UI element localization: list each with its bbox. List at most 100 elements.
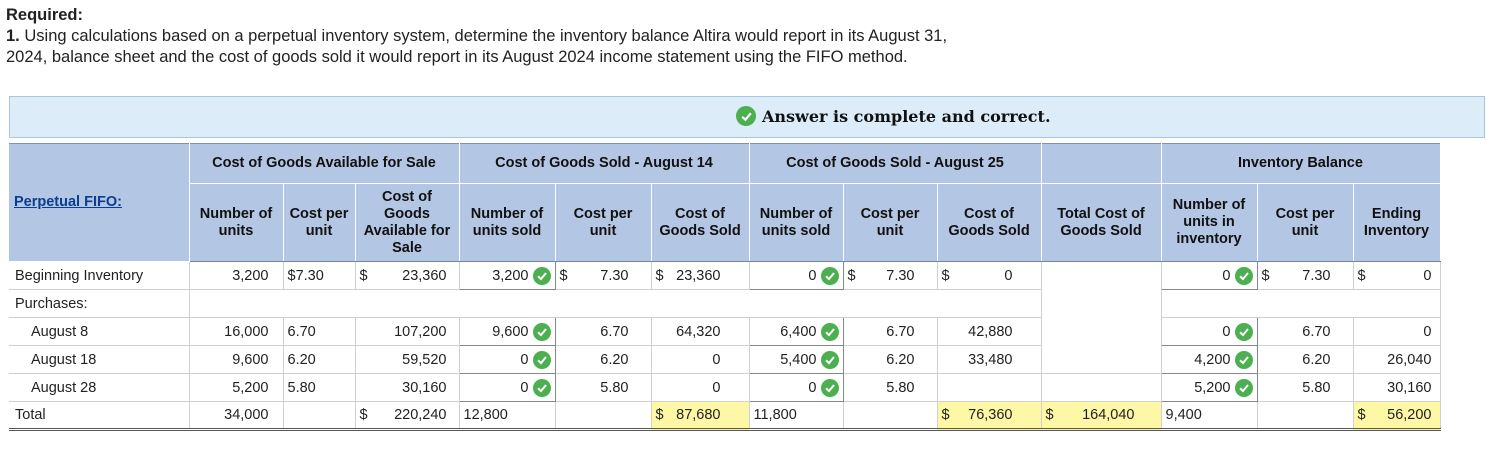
check-icon	[532, 322, 551, 341]
check-icon	[532, 350, 551, 369]
cell-ending: 0	[1423, 267, 1432, 284]
row-label: August 18	[9, 345, 190, 374]
group-balance: Inventory Balance	[1238, 155, 1363, 171]
cell-cost-inv: 7.30	[1302, 267, 1331, 284]
check-icon	[532, 378, 551, 397]
cell-units: 34,000	[189, 401, 284, 431]
cell-avail: 107,200	[355, 317, 460, 346]
cell-cost: 6.70	[283, 317, 356, 346]
row-label: August 8	[9, 317, 190, 346]
cell-cogs-14: 0	[651, 373, 750, 402]
question-text: Required: 1. Using calculations based on…	[6, 5, 1476, 68]
cell-cost-25: 6.70	[843, 317, 938, 346]
hdr-cogas: Cost of Goods Available for Sale	[363, 188, 451, 256]
row-label: Purchases:	[9, 289, 190, 318]
hdr-cogs-14: Cost of Goods Sold	[659, 205, 741, 239]
cell-cogs-14: 64,320	[651, 317, 750, 346]
hdr-num-sold-25: Number of units sold	[759, 205, 833, 239]
group-aug25: Cost of Goods Sold - August 25	[786, 155, 1004, 171]
table-row: Beginning Inventory 3,200 $7.30 $23,360 …	[9, 261, 1441, 374]
hdr-cost-per-unit: Cost per unit	[289, 205, 349, 239]
dollar-sign: $	[559, 267, 568, 284]
cell-inv-units: 9,400	[1161, 401, 1258, 431]
answer-input-value[interactable]: 5,400	[780, 351, 817, 368]
hdr-total-cogs: Total Cost of Goods Sold	[1057, 205, 1145, 239]
check-icon	[532, 266, 551, 285]
perpetual-fifo-label: Perpetual FIFO:	[14, 194, 122, 210]
table-row: August 28 5,200 5.80 30,160 0 5.80 0 0 5…	[9, 373, 1441, 402]
cell-cogs-25: 0	[1004, 267, 1013, 284]
answer-input-value[interactable]: 0	[1222, 323, 1231, 340]
table-row-total: Total 34,000 $220,240 12,800 $87,680 11,…	[9, 401, 1441, 431]
cell-sold-25: 11,800	[749, 401, 844, 431]
fifo-table: Perpetual FIFO: Cost of Goods Available …	[9, 143, 1441, 431]
cell-cost-14: 5.80	[555, 373, 652, 402]
cell-units: 9,600	[189, 345, 284, 374]
answer-input-value[interactable]: 4,200	[1194, 351, 1231, 368]
cell-ending: 26,040	[1353, 345, 1441, 374]
cell-cost-inv: 5.80	[1257, 373, 1354, 402]
answer-input-value[interactable]: 0	[1222, 267, 1231, 284]
cell-avail: 30,160	[355, 373, 460, 402]
cell-ending: 30,160	[1353, 373, 1441, 402]
banner-text: Answer is complete and correct.	[762, 106, 1051, 126]
check-circle-icon	[736, 106, 756, 126]
answer-banner: Answer is complete and correct.	[9, 96, 1485, 138]
dollar-sign: $	[655, 407, 664, 423]
check-icon	[820, 378, 839, 397]
hdr-num-units: Number of units	[199, 205, 273, 239]
group-aug14: Cost of Goods Sold - August 14	[495, 155, 713, 171]
cell-cogs-25	[937, 373, 1042, 402]
dollar-sign: $	[359, 267, 368, 284]
cell-avail: 59,520	[355, 345, 460, 374]
cell-cogs-14: 0	[651, 345, 750, 374]
question-line-1-text: Using calculations based on a perpetual …	[24, 27, 948, 45]
dollar-sign: $	[1045, 407, 1054, 423]
cell-cost-25: 6.20	[843, 345, 938, 374]
cell-total-cogs: 164,040	[1082, 407, 1135, 423]
answer-input-value[interactable]: 3,200	[492, 267, 529, 284]
cell-cogs-14: 23,360	[676, 267, 721, 284]
cell-total-ending: 56,200	[1387, 407, 1432, 423]
answer-input-value[interactable]: 0	[520, 351, 529, 368]
dollar-sign: $	[941, 407, 950, 423]
check-icon	[1234, 350, 1253, 369]
cell-cogs-25: 42,880	[937, 317, 1042, 346]
dollar-sign: $	[1261, 267, 1270, 284]
check-icon	[1234, 378, 1253, 397]
cell-cost-14: 6.20	[555, 345, 652, 374]
hdr-cost-unit-inv: Cost per unit	[1275, 205, 1335, 239]
hdr-num-inventory: Number of units in inventory	[1172, 197, 1246, 247]
answer-input-value[interactable]: 5,200	[1194, 379, 1231, 396]
group-available: Cost of Goods Available for Sale	[212, 155, 436, 171]
row-label: Beginning Inventory	[9, 261, 190, 290]
cell-sold-14: 12,800	[459, 401, 556, 431]
cell-ending: 0	[1353, 317, 1441, 346]
answer-input-value[interactable]: 0	[808, 267, 817, 284]
hdr-num-sold-14: Number of units sold	[470, 205, 544, 239]
row-label: August 28	[9, 373, 190, 402]
answer-input-value[interactable]: 0	[520, 379, 529, 396]
check-icon	[820, 350, 839, 369]
cell-units: 16,000	[189, 317, 284, 346]
dollar-sign: $	[1357, 407, 1366, 423]
cell-total-cogs-14: 87,680	[676, 407, 721, 423]
dollar-sign: $	[359, 407, 368, 423]
cell-total-cogs-25: 76,360	[968, 407, 1013, 423]
answer-input-value[interactable]: 6,400	[780, 323, 817, 340]
answer-input-value[interactable]: 9,600	[492, 323, 529, 340]
cell-cost-14: 7.30	[600, 267, 629, 284]
check-icon	[820, 322, 839, 341]
cell-cost: $7.30	[283, 261, 356, 290]
question-number: 1.	[6, 27, 20, 45]
cell-avail: 23,360	[402, 267, 447, 284]
dollar-sign: $	[655, 267, 664, 284]
cell-units: 5,200	[189, 373, 284, 402]
required-heading: Required:	[6, 6, 84, 24]
cell-cost-14: 6.70	[555, 317, 652, 346]
cell-cogs-25: 33,480	[937, 345, 1042, 374]
hdr-cost-unit-14: Cost per unit	[573, 205, 633, 239]
answer-input-value[interactable]: 0	[808, 379, 817, 396]
cell-avail: 220,240	[394, 407, 447, 423]
table-row: Purchases:	[9, 289, 1441, 318]
